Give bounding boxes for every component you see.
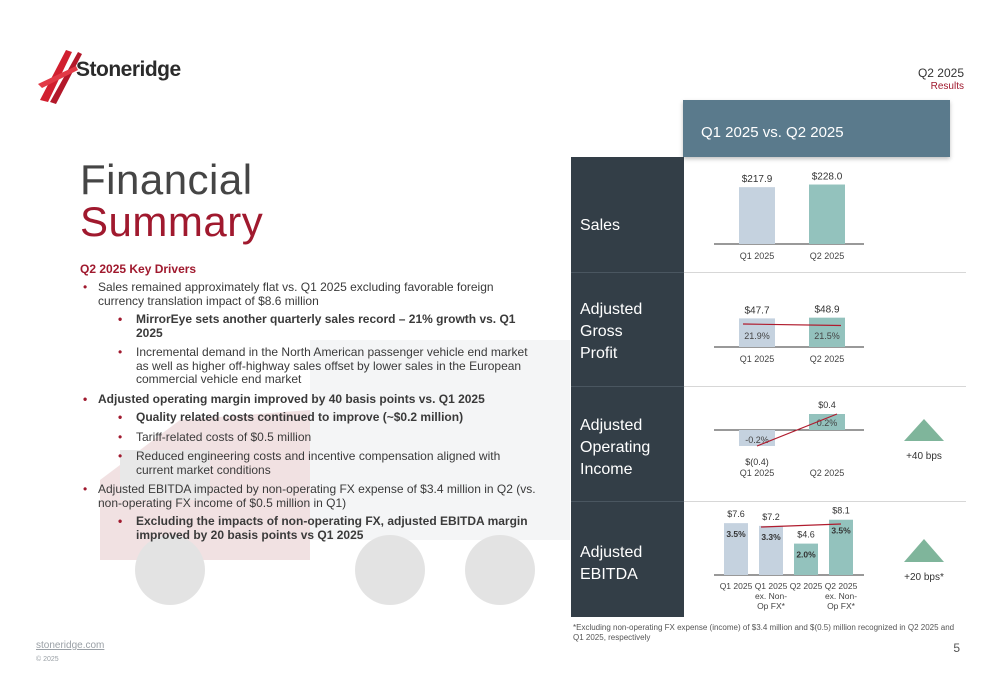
label-eb-1: Adjusted — [580, 544, 643, 561]
sales-value-label: $217.9 — [742, 174, 773, 185]
ebitda-bar — [829, 519, 853, 575]
ebitda-category-label: Op FX* — [827, 601, 856, 611]
results-label: Results — [930, 81, 964, 92]
label-gp-3: Profit — [580, 345, 618, 362]
bullet-quality-costs: Quality related costs continued to impro… — [80, 410, 540, 425]
page-number: 5 — [953, 641, 960, 655]
row-label-sales: Sales — [571, 157, 684, 272]
ebitda-category-label: Q2 2025 — [825, 581, 858, 591]
comparison-charts: $217.9 Q1 2025 $228.0 Q2 2025 $47.7 21.9% Q1 2… — [714, 172, 944, 611]
ebitda-bar — [724, 523, 748, 575]
bullet-sales: Sales remained approximately flat vs. Q1… — [80, 280, 540, 308]
ebitda-category-label: Q1 2025 — [720, 581, 753, 591]
row-divider — [684, 501, 966, 502]
oi-margin-label: -0.2% — [745, 435, 769, 445]
bullet-ebitda-ex-fx: Excluding the impacts of non-operating F… — [80, 514, 540, 542]
ebitda-change-label: +20 bps* — [904, 572, 944, 583]
bullet-tariff-costs: Tariff-related costs of $0.5 million — [80, 430, 540, 445]
gp-margin-label: 21.9% — [744, 331, 770, 341]
row-label-operating-income: Adjusted Operating Income — [571, 386, 684, 502]
ebitda-bar — [759, 525, 783, 575]
gp-value-label: $48.9 — [814, 305, 839, 316]
bullet-demand: Incremental demand in the North American… — [80, 345, 540, 387]
row-divider — [684, 272, 966, 273]
ebitda-bar — [794, 543, 818, 575]
ebitda-value-label: $4.6 — [797, 530, 815, 540]
comparison-header: Q1 2025 vs. Q2 2025 — [683, 100, 950, 157]
ebitda-category-label: Q2 2025 — [790, 581, 823, 591]
oi-category-label: Q2 2025 — [810, 468, 845, 478]
ebitda-margin-label: 3.5% — [726, 529, 746, 539]
gp-bar — [809, 317, 845, 347]
oi-value-label: $0.4 — [818, 400, 836, 410]
oi-bar — [809, 414, 845, 430]
label-sales: Sales — [580, 217, 621, 234]
label-gp-1: Adjusted — [580, 301, 643, 318]
copyright: © 2025 — [36, 656, 59, 663]
gp-margin-trend-line — [742, 323, 842, 327]
sales-category-label: Q1 2025 — [740, 251, 775, 261]
row-label-ebitda: Adjusted EBITDA — [571, 501, 684, 617]
sales-bar — [739, 187, 775, 244]
oi-value-label: $(0.4) — [745, 457, 769, 467]
brand-name: Stoneridge — [76, 58, 181, 81]
gp-bar — [739, 318, 775, 347]
oi-up-triangle-icon — [904, 419, 944, 441]
row-label-gross-profit: Adjusted Gross Profit — [571, 272, 684, 387]
ebitda-margin-trend-line — [760, 523, 842, 528]
oi-margin-trend-line — [756, 413, 838, 447]
bullet-engineering-costs: Reduced engineering costs and incentive … — [80, 449, 540, 477]
gp-margin-label: 21.5% — [814, 331, 840, 341]
ebitda-value-label: $8.1 — [832, 506, 850, 516]
bullet-operating-margin: Adjusted operating margin improved by 40… — [80, 392, 540, 407]
comparison-title: Q1 2025 vs. Q2 2025 — [701, 124, 844, 141]
ebitda-up-triangle-icon — [904, 539, 944, 562]
ebitda-category-label: ex. Non- — [755, 591, 787, 601]
quarter-label: Q2 2025 — [917, 66, 964, 80]
website-link[interactable]: stoneridge.com — [36, 640, 105, 651]
oi-change-label: +40 bps — [906, 451, 942, 462]
key-drivers-heading: Q2 2025 Key Drivers — [80, 262, 197, 276]
label-oi-2: Operating — [580, 439, 651, 456]
key-drivers-list: Sales remained approximately flat vs. Q1… — [80, 280, 540, 548]
gp-value-label: $47.7 — [744, 305, 769, 316]
sales-bar — [809, 184, 845, 244]
gp-category-label: Q2 2025 — [810, 354, 845, 364]
label-eb-2: EBITDA — [580, 566, 638, 583]
ebitda-margin-label: 3.5% — [831, 526, 851, 536]
ebitda-margin-label: 3.3% — [761, 532, 781, 542]
page-title-line2: Summary — [80, 198, 264, 245]
sales-value-label: $228.0 — [812, 172, 843, 183]
gp-category-label: Q1 2025 — [740, 354, 775, 364]
bullet-mirroreye: MirrorEye sets another quarterly sales r… — [80, 312, 540, 340]
stoneridge-logo — [38, 50, 82, 104]
ebitda-value-label: $7.2 — [762, 512, 780, 522]
oi-category-label: Q1 2025 — [740, 468, 775, 478]
footnote: *Excluding non-operating FX expense (inc… — [573, 623, 955, 642]
label-gp-2: Gross — [580, 323, 623, 340]
ebitda-margin-label: 2.0% — [796, 550, 816, 560]
label-oi-3: Income — [580, 461, 633, 478]
ebitda-value-label: $7.6 — [727, 509, 745, 519]
label-oi-1: Adjusted — [580, 417, 643, 434]
ebitda-category-label: Q1 2025 — [755, 581, 788, 591]
sales-category-label: Q2 2025 — [810, 251, 845, 261]
row-divider — [684, 386, 966, 387]
page-title-line1: Financial — [80, 156, 253, 203]
oi-margin-label: 0.2% — [817, 418, 838, 428]
bullet-ebitda: Adjusted EBITDA impacted by non-operatin… — [80, 482, 540, 510]
ebitda-category-label: ex. Non- — [825, 591, 857, 601]
ebitda-category-label: Op FX* — [757, 601, 786, 611]
